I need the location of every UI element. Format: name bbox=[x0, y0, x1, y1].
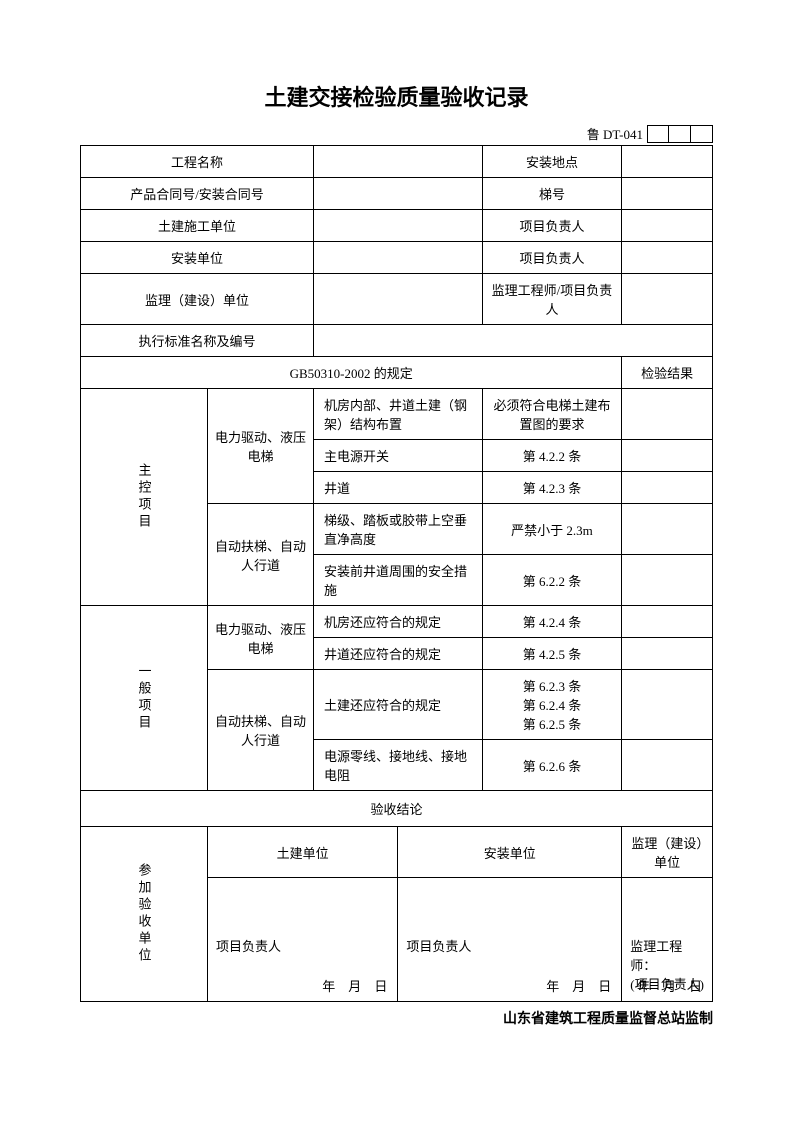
sig-supervision-date: 年 月 日 bbox=[637, 976, 702, 995]
item-m3-desc: 井道 bbox=[314, 472, 483, 504]
sig-civil-unit-label: 土建单位 bbox=[208, 827, 398, 878]
sig-civil: 项目负责人 年 月 日 bbox=[208, 878, 398, 1002]
item-g3-req-a: 第 6.2.3 条 bbox=[489, 676, 616, 695]
item-m4-desc: 梯级、踏板或胶带上空垂直净高度 bbox=[314, 504, 483, 555]
item-g4-req: 第 6.2.6 条 bbox=[482, 740, 622, 791]
item-m5-result bbox=[622, 555, 713, 606]
form-code: 鲁 DT-041 bbox=[80, 124, 713, 143]
code-box bbox=[691, 125, 713, 143]
item-m4-req: 严禁小于 2.3m bbox=[482, 504, 622, 555]
item-m1-result bbox=[622, 389, 713, 440]
item-g2-result bbox=[622, 638, 713, 670]
signature-section-label: 参加验收单位 bbox=[81, 827, 208, 1002]
label-project-leader-2: 项目负责人 bbox=[482, 242, 622, 274]
item-m5-desc: 安装前井道周围的安全措施 bbox=[314, 555, 483, 606]
item-m3-result bbox=[622, 472, 713, 504]
label-supervision-unit: 监理（建设）单位 bbox=[81, 274, 314, 325]
item-g4-result bbox=[622, 740, 713, 791]
item-m1-desc: 机房内部、井道土建（钢架）结构布置 bbox=[314, 389, 483, 440]
sig-install: 项目负责人 年 月 日 bbox=[398, 878, 622, 1002]
item-g3-req-c: 第 6.2.5 条 bbox=[489, 714, 616, 733]
item-m1-req: 必须符合电梯土建布置图的要求 bbox=[482, 389, 622, 440]
value-install-location bbox=[622, 146, 713, 178]
label-supervision-engineer: 监理工程师/项目负责人 bbox=[482, 274, 622, 325]
label-civil-unit: 土建施工单位 bbox=[81, 210, 314, 242]
form-code-label: 鲁 DT-041 bbox=[587, 124, 643, 143]
label-install-unit: 安装单位 bbox=[81, 242, 314, 274]
item-m2-desc: 主电源开关 bbox=[314, 440, 483, 472]
sig-supervision-unit-label: 监理（建设）单位 bbox=[622, 827, 713, 878]
sig-install-unit-label: 安装单位 bbox=[398, 827, 622, 878]
code-box bbox=[647, 125, 669, 143]
sig-civil-leader: 项目负责人 bbox=[216, 936, 389, 955]
value-supervision-engineer bbox=[622, 274, 713, 325]
col-result: 检验结果 bbox=[622, 357, 713, 389]
sig-supervision: 监理工程师： (项目负责人) 年 月 日 bbox=[622, 878, 713, 1002]
item-g2-desc: 井道还应符合的规定 bbox=[314, 638, 483, 670]
label-install-location: 安装地点 bbox=[482, 146, 622, 178]
value-contract bbox=[314, 178, 483, 210]
code-box bbox=[669, 125, 691, 143]
col-regulation: GB50310-2002 的规定 bbox=[81, 357, 622, 389]
section-main: 主控项目 bbox=[81, 389, 208, 606]
group-electric-1: 电力驱动、液压电梯 bbox=[208, 389, 314, 504]
value-project-leader-2 bbox=[622, 242, 713, 274]
label-elevator-no: 梯号 bbox=[482, 178, 622, 210]
value-project-leader-1 bbox=[622, 210, 713, 242]
label-standard: 执行标准名称及编号 bbox=[81, 325, 314, 357]
section-general: 一般项目 bbox=[81, 606, 208, 791]
main-table: 工程名称 安装地点 产品合同号/安装合同号 梯号 土建施工单位 项目负责人 安装… bbox=[80, 145, 713, 1002]
item-m2-req: 第 4.2.2 条 bbox=[482, 440, 622, 472]
conclusion-label: 验收结论 bbox=[81, 791, 713, 827]
item-g1-req: 第 4.2.4 条 bbox=[482, 606, 622, 638]
value-standard bbox=[314, 325, 713, 357]
item-g1-result bbox=[622, 606, 713, 638]
item-g3-desc: 土建还应符合的规定 bbox=[314, 670, 483, 740]
sig-supervision-engineer: 监理工程师： bbox=[630, 936, 704, 974]
page-title: 土建交接检验质量验收记录 bbox=[80, 80, 713, 112]
item-g4-desc: 电源零线、接地线、接地电阻 bbox=[314, 740, 483, 791]
group-escalator-2: 自动扶梯、自动人行道 bbox=[208, 670, 314, 791]
sig-install-leader: 项目负责人 bbox=[406, 936, 613, 955]
label-contract: 产品合同号/安装合同号 bbox=[81, 178, 314, 210]
label-project-leader-1: 项目负责人 bbox=[482, 210, 622, 242]
item-m3-req: 第 4.2.3 条 bbox=[482, 472, 622, 504]
item-g1-desc: 机房还应符合的规定 bbox=[314, 606, 483, 638]
footer: 山东省建筑工程质量监督总站监制 bbox=[80, 1008, 713, 1028]
item-m2-result bbox=[622, 440, 713, 472]
group-escalator-1: 自动扶梯、自动人行道 bbox=[208, 504, 314, 606]
label-project-name: 工程名称 bbox=[81, 146, 314, 178]
item-m4-result bbox=[622, 504, 713, 555]
item-g2-req: 第 4.2.5 条 bbox=[482, 638, 622, 670]
item-g3-req-b: 第 6.2.4 条 bbox=[489, 695, 616, 714]
sig-install-date: 年 月 日 bbox=[546, 976, 611, 995]
value-elevator-no bbox=[622, 178, 713, 210]
value-supervision-unit bbox=[314, 274, 483, 325]
item-g3-req: 第 6.2.3 条 第 6.2.4 条 第 6.2.5 条 bbox=[482, 670, 622, 740]
value-civil-unit bbox=[314, 210, 483, 242]
group-electric-2: 电力驱动、液压电梯 bbox=[208, 606, 314, 670]
sig-civil-date: 年 月 日 bbox=[322, 976, 387, 995]
value-install-unit bbox=[314, 242, 483, 274]
item-g3-result bbox=[622, 670, 713, 740]
item-m5-req: 第 6.2.2 条 bbox=[482, 555, 622, 606]
value-project-name bbox=[314, 146, 483, 178]
